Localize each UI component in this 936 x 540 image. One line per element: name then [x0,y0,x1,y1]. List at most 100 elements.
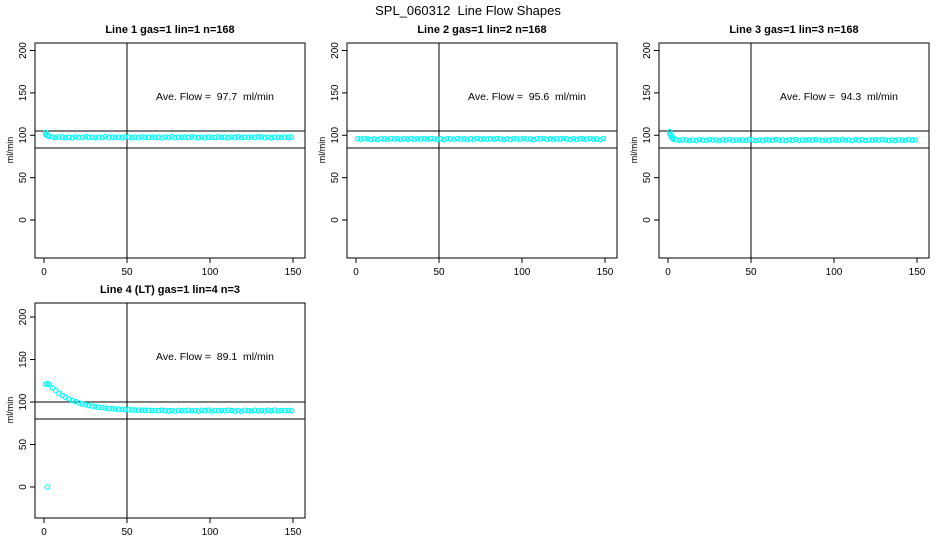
ave-flow-annotation: Ave. Flow = 97.7 ml/min [156,91,274,103]
flow-data-point [119,406,125,413]
flow-data-point [76,134,82,141]
flow-data-point [205,407,212,413]
ave-flow-annotation: Ave. Flow = 89.1 ml/min [156,351,274,363]
flow-data-point [76,400,82,406]
flow-data-point [258,407,265,414]
flow-data-point [909,137,915,144]
flow-data-point [444,135,451,142]
flow-data-point [474,135,481,142]
flow-data-point [149,407,155,414]
flow-data-point [225,135,232,141]
flow-data-point [96,404,102,411]
flow-data-point [155,134,162,140]
flow-data-point [789,137,796,144]
flow-data-point [145,134,152,141]
flow-data-point [228,407,235,414]
flow-data-point [899,137,905,143]
x-tick-label: 0 [665,267,671,278]
flow-data-point [769,137,776,144]
y-tick-label: 100 [18,393,29,410]
flow-data-point [703,137,710,144]
flow-data-point [179,407,185,414]
figure-title: SPL_060312 Line Flow Shapes [375,3,561,18]
y-tick-label: 0 [18,484,29,490]
flow-data-point [421,135,427,142]
x-tick-label: 150 [909,267,926,278]
flow-data-point [484,136,490,142]
flow-data-point [261,408,268,415]
flow-data-point [275,408,281,414]
flow-data-point [371,136,378,142]
y-axis-label: ml/min [317,137,327,164]
flow-data-point [96,134,102,140]
flow-data-point [729,137,736,144]
axis-ticks: 0 50 100 150 0 50 100 150 200 [642,42,926,278]
flow-data-point [125,406,132,413]
flow-data-point [44,484,51,490]
flow-data-point [461,136,467,142]
flow-data-point [587,135,593,142]
flow-data-point [819,137,826,144]
flow-data-point [175,134,182,140]
plot-box [34,302,306,519]
flow-data-point [354,135,361,142]
flow-data-point [680,136,686,143]
plot-line-2: Line 2 gas=1 lin=2 n=168 ml/min Ave. Flo… [317,24,618,278]
flow-data-point [185,134,192,141]
flow-data-point [56,134,62,140]
flow-data-point [122,406,129,413]
flow-data-point [99,404,105,411]
flow-data-point [583,136,590,143]
flow-data-point [258,134,265,141]
flow-data-point [235,407,242,414]
x-tick-label: 50 [121,267,133,278]
flow-data-point [155,407,162,414]
flow-data-point [809,137,816,144]
flow-data-point [261,134,268,141]
flow-data-point [285,134,291,141]
flow-data-point [159,407,165,414]
x-tick-label: 50 [433,267,445,278]
flow-data-point [537,136,544,142]
flow-data-point [766,137,773,143]
flow-data-point [593,136,600,142]
flow-data-point [471,136,477,142]
flow-data-point [540,135,547,142]
flow-data-point [799,137,806,143]
data-points [354,135,607,143]
flow-data-point [739,137,746,143]
flow-data-point [179,134,185,141]
flow-data-point [885,137,892,144]
flow-data-point [82,134,89,140]
flow-data-point [195,134,202,141]
flow-data-point [142,407,149,414]
flow-data-point [723,137,729,144]
flow-data-point [577,135,583,142]
flow-data-point [673,137,680,143]
flow-data-point [763,136,769,143]
y-tick-label: 150 [330,84,341,101]
flow-data-point [248,134,255,140]
flow-data-point [242,134,248,140]
flow-data-point [889,137,895,143]
x-tick-label: 100 [202,267,219,278]
flow-data-point [716,137,723,144]
axis-ticks: 0 50 100 150 0 50 100 150 200 [18,308,302,538]
flow-data-point [411,136,417,143]
flow-data-point [198,134,205,140]
flow-data-point [779,137,786,143]
y-tick-label: 200 [18,308,29,325]
flow-data-point [451,136,457,143]
flow-data-point [753,137,759,144]
data-points [42,380,295,490]
flow-data-point [812,136,819,143]
y-tick-label: 100 [642,126,653,143]
flow-data-point [248,408,255,414]
flow-data-point [202,407,208,414]
flow-data-point [255,134,261,140]
flow-data-point [494,135,500,142]
flow-data-point [135,407,142,413]
flow-data-point [208,134,215,141]
data-points [42,129,295,141]
